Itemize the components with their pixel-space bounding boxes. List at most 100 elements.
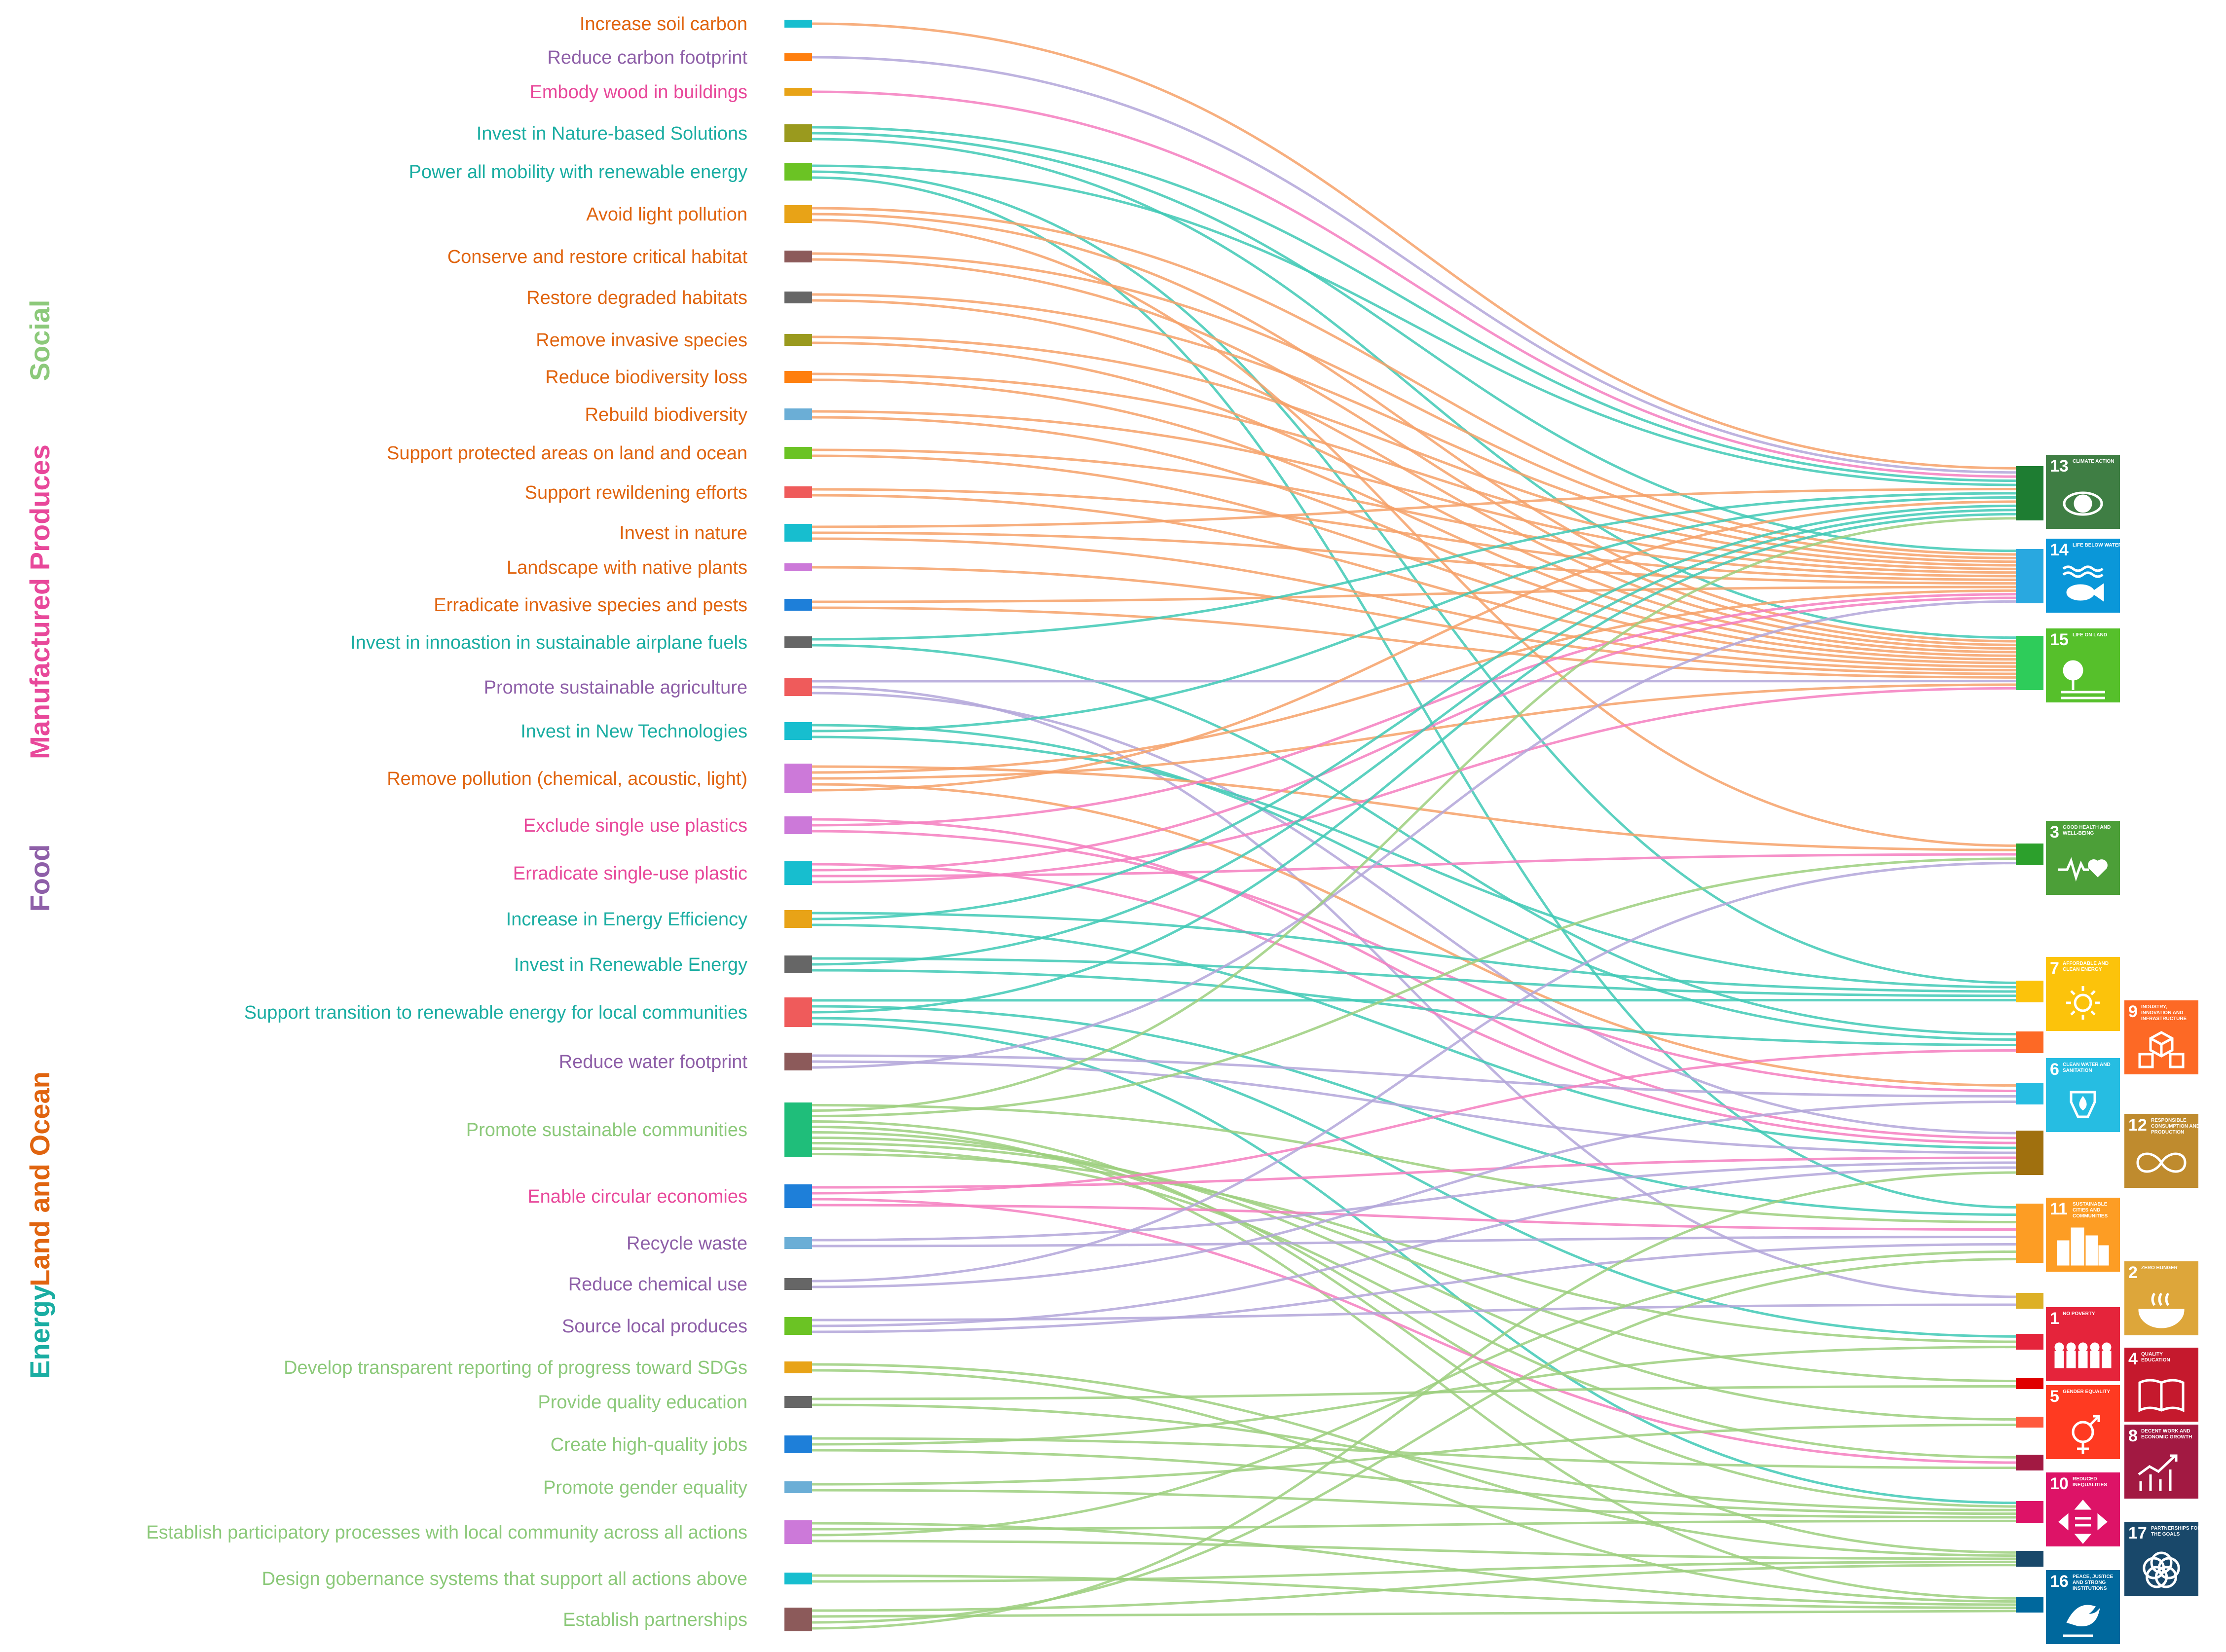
- dove-icon: [2063, 1605, 2100, 1637]
- growth-chart-icon: [2138, 1454, 2178, 1491]
- sdg-node: [2016, 1501, 2043, 1523]
- flow-link: [812, 1060, 2016, 1154]
- sdg-number: 9: [2128, 1002, 2138, 1021]
- sdg-tile: 14 LIFE BELOW WATER: [2046, 539, 2122, 613]
- sdg-node: [2016, 466, 2043, 520]
- sdg-tile: 17 PARTNERSHIPS FOR THE GOALS: [2124, 1522, 2201, 1596]
- sdg-node: [2016, 1131, 2043, 1175]
- flow-link: [812, 724, 2016, 1041]
- action-node: [784, 371, 812, 383]
- sdg-title: NO POVERTY: [2063, 1311, 2095, 1317]
- flow-link: [812, 517, 2016, 1112]
- flow-link: [812, 863, 2016, 1144]
- sdg-tile-background: [2046, 628, 2120, 702]
- flow-link: [812, 488, 2016, 528]
- flow-link: [812, 1236, 2016, 1248]
- sdg-tile: 2 ZERO HUNGER: [2124, 1261, 2198, 1335]
- category-label-food: Food: [24, 844, 55, 912]
- sdg-tile: 3 GOOD HEALTH AND WELL-BEING: [2046, 821, 2120, 895]
- sdg-title: PARTNERSHIPS FOR THE GOALS: [2151, 1526, 2201, 1537]
- flow-link: [812, 1101, 2016, 1288]
- action-node: [784, 910, 812, 928]
- eye-globe-icon: [2063, 491, 2103, 516]
- flow-link: [812, 176, 2016, 1209]
- flow-link: [812, 500, 2016, 792]
- action-label: Landscape with native plants: [507, 557, 747, 578]
- action-labels: Increase soil carbon Reduce carbon footpr…: [146, 14, 747, 1630]
- action-node: [784, 678, 812, 696]
- sdg-node: [2016, 1597, 2043, 1613]
- sdg-tile-background: [2124, 1114, 2198, 1188]
- action-label: Reduce biodiversity loss: [545, 367, 747, 388]
- flow-link: [812, 1560, 2016, 1583]
- flow-link: [812, 299, 2016, 650]
- sdg-number: 10: [2050, 1474, 2069, 1493]
- flow-link: [812, 1540, 2016, 1560]
- action-node: [784, 1481, 812, 1493]
- heartbeat-icon: [2058, 857, 2108, 882]
- action-node: [784, 1435, 812, 1453]
- sdg-title: CLIMATE ACTION: [2073, 459, 2114, 464]
- action-node: [784, 205, 812, 223]
- flow-link: [812, 1303, 2016, 1322]
- sdg-node: [2016, 1455, 2043, 1470]
- action-label: Reduce chemical use: [568, 1274, 747, 1295]
- flow-link: [812, 496, 2016, 733]
- gender-icon: [2072, 1415, 2100, 1454]
- action-node: [784, 955, 812, 973]
- flow-link: [812, 969, 2016, 1046]
- sdg-tile: 15 LIFE ON LAND: [2046, 628, 2120, 702]
- sdg-number: 16: [2050, 1572, 2069, 1591]
- flow-link: [812, 164, 2016, 486]
- flow-link: [812, 862, 2016, 1283]
- sdg-tile: 12 RESPONSIBLE CONSUMPTION AND PRODUCTION: [2124, 1114, 2200, 1188]
- flow-link: [812, 531, 2016, 585]
- sdg-node: [2016, 636, 2043, 690]
- flow-link: [812, 410, 2016, 574]
- flow-link: [812, 1049, 2016, 1195]
- flow-link: [812, 170, 2016, 984]
- flow-link: [812, 912, 2016, 993]
- sdg-node: [2016, 1083, 2043, 1104]
- sdg-tile: 5 GENDER EQUALITY: [2046, 1385, 2120, 1459]
- action-label: Support rewildening efforts: [525, 482, 747, 503]
- flow-link: [812, 857, 2016, 1117]
- action-node: [784, 563, 812, 571]
- flow-link: [812, 1437, 2016, 1469]
- flow-link: [812, 593, 2016, 827]
- action-label: Increase in Energy Efficiency: [506, 909, 747, 930]
- action-label: Promote gender equality: [543, 1477, 747, 1498]
- sdg-title: GENDER EQUALITY: [2063, 1389, 2110, 1395]
- sdg-number: 3: [2050, 823, 2059, 842]
- sdg-number: 2: [2128, 1263, 2138, 1282]
- sdg-node: [2016, 844, 2043, 865]
- flow-link: [812, 1104, 2016, 1223]
- flow-link: [812, 1120, 2016, 1554]
- flow-link: [812, 1166, 2016, 1327]
- sdg-tile: 6 CLEAN WATER AND SANITATION: [2046, 1058, 2120, 1132]
- action-label: Promote sustainable communities: [466, 1120, 747, 1140]
- flow-link: [812, 1519, 2016, 1531]
- action-node: [784, 816, 812, 834]
- flow-link: [812, 1449, 2016, 1515]
- sdg-tile: 10 REDUCED INEQUALITIES: [2046, 1472, 2120, 1546]
- sdg-node: [2016, 549, 2043, 603]
- action-label: Rebuild biodiversity: [585, 404, 748, 425]
- action-node: [784, 1053, 812, 1070]
- book-icon: [2138, 1379, 2185, 1413]
- flow-link: [812, 586, 2016, 603]
- flow-link: [812, 1171, 2016, 1630]
- action-node: [784, 524, 812, 542]
- flow-link: [812, 783, 2016, 1087]
- action-node: [784, 447, 812, 459]
- category-label-land-ocean: Land and Ocean: [24, 1071, 55, 1286]
- flow-link: [812, 692, 2016, 1135]
- flow-link: [812, 126, 2016, 482]
- flow-link: [812, 1156, 2016, 1189]
- action-label: Invest in Renewable Energy: [514, 954, 747, 975]
- sdg-node: [2016, 1293, 2043, 1309]
- flow-link: [812, 596, 2016, 872]
- action-node: [784, 636, 812, 648]
- action-label: Remove pollution (chemical, acoustic, li…: [387, 769, 747, 789]
